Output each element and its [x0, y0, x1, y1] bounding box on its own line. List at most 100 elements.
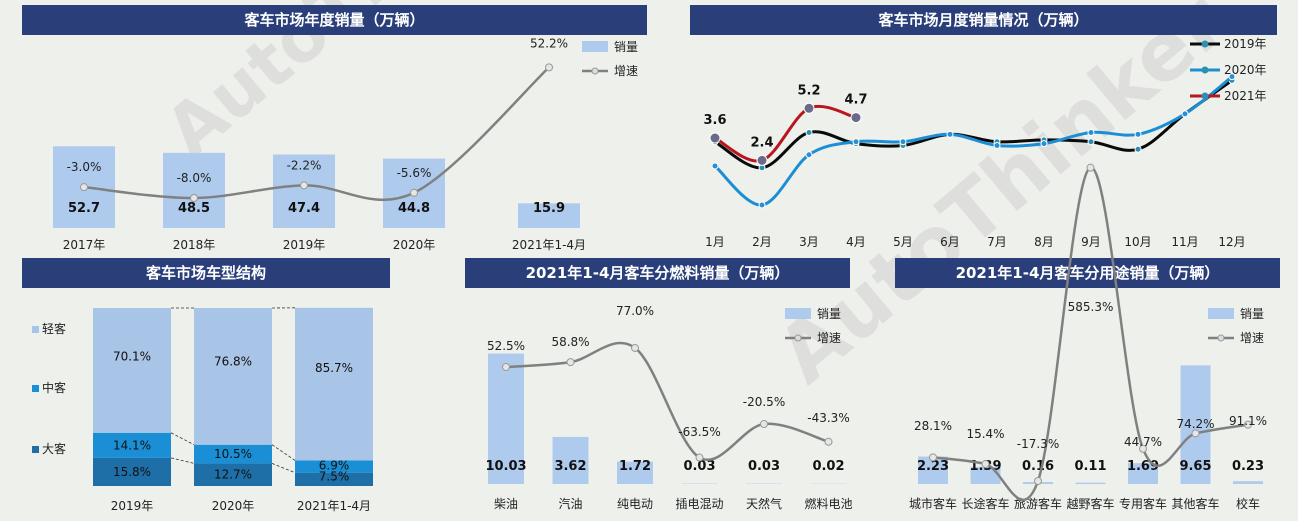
structure-segment-label: 15.8% [113, 465, 151, 479]
usage-bar-value-label: 0.11 [1074, 459, 1106, 474]
fuel-legend-line-marker [794, 334, 802, 342]
structure-segment-label: 76.8% [214, 354, 252, 368]
fuel-growth-point [695, 453, 704, 462]
usage-growth-label: 28.1% [914, 419, 952, 433]
structure-segment-label: 14.1% [113, 438, 151, 452]
usage-x-tick-label: 其他客车 [1171, 496, 1219, 511]
fuel-x-tick-label: 柴油 [494, 497, 518, 511]
usage-sales-panel: 2021年1-4月客车分用途销量（万辆） 2.23城市客车1.39长途客车0.1… [895, 163, 1280, 521]
fuel-x-tick-label: 汽油 [558, 496, 582, 511]
annual-growth-label: 52.2% [530, 36, 568, 50]
structure-legend-label: 大客 [42, 441, 66, 456]
structure-heavy-segment [93, 457, 171, 486]
annual-growth-label: -8.0% [177, 171, 212, 185]
monthly-2019-point [805, 128, 813, 136]
structure-medium-segment [93, 432, 171, 458]
structure-light-segment [295, 307, 373, 461]
monthly-2020-point [1040, 140, 1048, 148]
fuel-growth-label: -20.5% [743, 395, 785, 409]
usage-legend-bar-label: 销量 [1240, 307, 1264, 321]
usage-growth-point [981, 459, 990, 468]
fuel-bar [552, 436, 589, 484]
monthly-2020-point [993, 141, 1001, 149]
monthly-2020-point [758, 201, 766, 209]
annual-bar-value-label: 15.9 [533, 201, 565, 216]
usage-growth-point [1244, 420, 1252, 429]
annual-growth-label: -3.0% [67, 160, 102, 174]
annual-growth-point [545, 63, 553, 72]
structure-connector-line [271, 444, 296, 461]
usage-bar-value-label: 9.65 [1179, 459, 1211, 474]
usage-growth-point [1139, 444, 1147, 453]
monthly-2019-point [1087, 138, 1095, 146]
vehicle-structure-panel: 客车市场车型结构 2019年 2020年 2021年1-4月 15.8% 14.1% 70… [22, 258, 390, 521]
usage-growth-point [1034, 476, 1042, 485]
vehicle-structure-chart: 2019年 2020年 2021年1-4月 15.8% 14.1% 70.1% 12.7% 1… [32, 307, 373, 513]
usage-growth-label: 74.2% [1176, 417, 1214, 431]
usage-growth-point [1086, 163, 1095, 172]
usage-growth-point [1191, 429, 1200, 438]
monthly-2021-point [709, 132, 721, 144]
annual-bar [163, 152, 225, 228]
monthly-2021-point [756, 154, 768, 166]
usage-growth-point [929, 453, 937, 462]
usage-bar [1128, 463, 1158, 484]
usage-bar-value-label: 0.23 [1232, 459, 1264, 474]
fuel-growth-point [760, 419, 768, 428]
fuel-bar [488, 353, 524, 484]
annual-legend-line-label: 增速 [614, 64, 638, 78]
structure-x-tick-label: 2021年1-4月 [297, 499, 371, 513]
structure-segment-label: 70.1% [113, 349, 151, 363]
fuel-growth-point [502, 363, 510, 372]
structure-medium-segment [194, 444, 272, 464]
fuel-growth-label: 58.8% [551, 335, 589, 349]
annual-growth-label: -2.2% [287, 158, 322, 172]
fuel-x-tick-label: 天然气 [746, 496, 782, 511]
monthly-2020-legend-label: 2020年 [1224, 63, 1267, 77]
structure-x-tick-label: 2019年 [111, 499, 154, 513]
structure-connector-line [170, 457, 195, 464]
structure-legend-swatch [32, 446, 39, 453]
monthly-2021-line [714, 105, 857, 163]
usage-sales-title: 2021年1-4月客车分用途销量（万辆） [895, 258, 1280, 288]
usage-x-tick-label: 长途客车 [961, 496, 1009, 511]
structure-connector-line [271, 463, 296, 474]
structure-medium-segment [295, 460, 373, 473]
monthly-2020-point [946, 130, 954, 138]
usage-x-tick-label: 专用客车 [1119, 496, 1167, 511]
usage-x-tick-label: 越野客车 [1066, 496, 1114, 511]
monthly-x-tick-label: 9月 [1081, 235, 1101, 249]
monthly-2019-legend-marker [1201, 40, 1209, 48]
monthly-x-tick-label: 1月 [705, 235, 725, 249]
monthly-sales-chart: 1月 2月 3月 4月 5月 6月 7月 8月 9月 10月 11月 12月 3.6 2.4 5.2 4.7 2… [703, 37, 1267, 249]
monthly-x-tick-label: 2月 [752, 235, 772, 249]
usage-bar-value-label: 0.16 [1022, 459, 1054, 474]
annual-growth-point [190, 194, 198, 202]
monthly-sales-title: 客车市场月度销量情况（万辆） [690, 5, 1277, 35]
monthly-2021-legend-label: 2021年 [1224, 89, 1267, 103]
monthly-2021-point-label: 4.7 [844, 93, 867, 108]
annual-bar-value-label: 44.8 [398, 201, 430, 216]
usage-bar [1180, 365, 1211, 484]
structure-legend-swatch [32, 385, 39, 392]
structure-segment-label: 7.5% [319, 469, 350, 483]
structure-connector-line [170, 432, 195, 446]
annual-bar-value-label: 52.7 [68, 201, 100, 216]
usage-x-tick-label: 旅游客车 [1014, 496, 1062, 511]
annual-x-tick-label: 2018年 [173, 238, 216, 252]
annual-bar [518, 203, 580, 228]
structure-heavy-segment [295, 472, 373, 486]
fuel-x-tick-label: 插电混动 [675, 497, 723, 511]
structure-legend-swatch [32, 326, 39, 333]
annual-growth-point [410, 188, 418, 197]
usage-bar [970, 466, 1001, 484]
vehicle-structure-title: 客车市场车型结构 [22, 258, 390, 288]
usage-x-tick-label: 校车 [1236, 496, 1260, 511]
usage-growth-label: -17.3% [1017, 437, 1059, 451]
annual-bar-value-label: 47.4 [288, 201, 320, 216]
monthly-x-tick-label: 10月 [1124, 235, 1151, 249]
fuel-growth-label: -43.3% [807, 411, 849, 425]
monthly-2021-point-label: 2.4 [750, 135, 773, 150]
fuel-bar-value-label: 10.03 [485, 459, 526, 474]
usage-legend-line-marker [1217, 334, 1225, 342]
